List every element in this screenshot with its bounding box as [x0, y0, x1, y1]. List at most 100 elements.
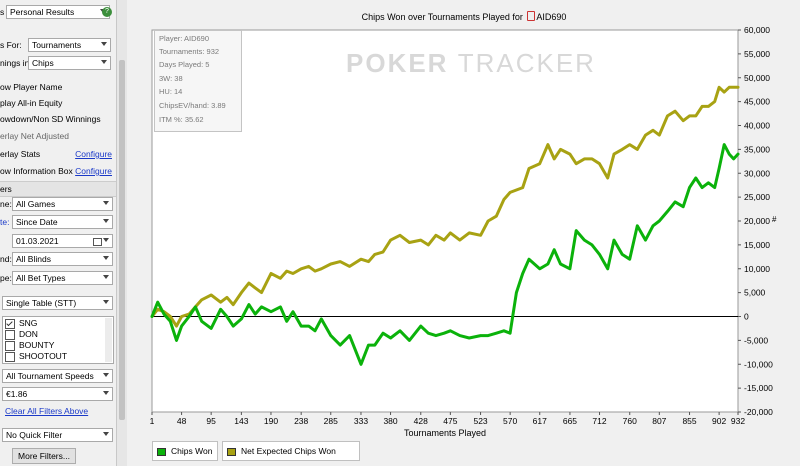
filters-header-label: ers — [0, 184, 12, 194]
legend-swatch — [227, 448, 236, 456]
checkbox-bounty[interactable] — [5, 341, 15, 351]
x-tick-label: 238 — [294, 416, 308, 426]
x-tick-label: 333 — [354, 416, 368, 426]
filter-game-row: ne: All Games — [0, 197, 116, 212]
x-tick-label: 1 — [150, 416, 155, 426]
filter-bettype-row: pe: All Bet Types — [0, 271, 116, 286]
sidebar-scrollbar[interactable] — [117, 0, 127, 466]
chevron-down-icon — [101, 60, 107, 64]
chevron-down-icon — [103, 238, 109, 242]
winnings-in-dropdown[interactable]: Chips — [28, 56, 111, 70]
quick-filter-value: No Quick Filter — [6, 430, 63, 440]
filter-bettype-value: All Bet Types — [16, 273, 66, 283]
x-tick-label: 48 — [177, 416, 187, 426]
buyin-value: €1.86 — [6, 389, 28, 399]
calendar-icon[interactable] — [93, 238, 102, 246]
filter-blinds-label: nd: — [0, 254, 12, 264]
filter-game-value: All Games — [16, 199, 56, 209]
chart-area: 1 48 95 143 190 238 285 333 380 428 475 523 570 617 66… — [128, 0, 800, 466]
checkbox-don[interactable] — [5, 330, 15, 340]
legend-label: Net Expected Chips Won — [241, 446, 336, 456]
results-type-dropdown[interactable]: Personal Results — [6, 5, 110, 19]
toggle-showdown-winnings[interactable]: owdown/Non SD Winnings — [0, 112, 116, 127]
filter-date-picker-row: 01.03.2021 — [0, 234, 116, 249]
filter-game-label: ne: — [0, 199, 12, 209]
series-line-chips-won — [150, 143, 740, 366]
results-type-value: Personal Results — [10, 7, 75, 17]
plot-area — [151, 29, 739, 413]
top-dropdown-row: s Personal Results ? — [0, 5, 116, 20]
table-type-dropdown[interactable]: Single Table (STT) — [2, 296, 113, 310]
y-tick-label: 50,000 — [744, 73, 770, 83]
filter-blinds-dropdown[interactable]: All Blinds — [12, 252, 113, 266]
filter-blinds-row: nd: All Blinds — [0, 252, 116, 267]
results-for-row: s For: Tournaments — [0, 38, 116, 53]
overlay-stats-configure-link[interactable]: Configure — [75, 149, 112, 159]
filter-date-value: Since Date — [16, 217, 58, 227]
x-tick-label: 570 — [503, 416, 517, 426]
speed-dropdown[interactable]: All Tournament Speeds — [2, 369, 113, 383]
filter-date-label[interactable]: te: — [0, 217, 10, 227]
toggle-label: erlay Net Adjusted — [0, 131, 69, 141]
info-itm: ITM %: 35.62 — [159, 115, 204, 124]
x-tick-label: 617 — [533, 416, 547, 426]
chevron-down-icon — [103, 256, 109, 260]
info-box-label[interactable]: ow Information Box — [0, 166, 73, 176]
info-box-row: ow Information Box Configure — [0, 164, 116, 179]
series-line-net-expected-chips-won — [150, 85, 740, 328]
chevron-down-icon — [103, 432, 109, 436]
chart-title-text: Chips Won over Tournaments Played for — [361, 12, 523, 22]
filter-date-row: te: Since Date — [0, 215, 116, 230]
legend-swatch — [157, 448, 166, 456]
results-for-dropdown[interactable]: Tournaments — [28, 38, 111, 52]
help-icon[interactable]: ? — [102, 7, 112, 17]
toggle-overlay-net-adjusted[interactable]: erlay Net Adjusted — [0, 129, 116, 144]
x-tick-label: 523 — [473, 416, 487, 426]
more-filters-button[interactable]: More Filters... — [12, 448, 76, 464]
watermark-poker: POKER — [346, 48, 449, 78]
buyin-dropdown[interactable]: €1.86 — [2, 387, 113, 401]
info-chipsev: ChipsEV/hand: 3.89 — [159, 101, 226, 110]
chevron-down-icon — [103, 373, 109, 377]
results-for-label: s For: — [0, 40, 22, 50]
sidebar-scrollbar-thumb[interactable] — [119, 60, 125, 420]
x-tick-label: 665 — [563, 416, 577, 426]
top-label-fragment: s — [0, 7, 5, 17]
overlay-stats-label[interactable]: erlay Stats — [0, 149, 41, 159]
y-tick-label: -10,000 — [744, 359, 773, 369]
y-tick-label: 60,000 — [744, 25, 770, 35]
chevron-down-icon — [103, 391, 109, 395]
legend-item-net-expected[interactable]: Net Expected Chips Won — [222, 441, 360, 461]
x-tick-label: 807 — [652, 416, 666, 426]
quick-filter-dropdown[interactable]: No Quick Filter — [2, 428, 113, 442]
y-tick-label: 35,000 — [744, 144, 770, 154]
checkbox-sng[interactable] — [5, 319, 15, 329]
information-box: Player: AID690 Tournaments: 932 Days Pla… — [154, 30, 242, 132]
chevron-down-icon — [103, 300, 109, 304]
y-tick-label: 30,000 — [744, 168, 770, 178]
x-tick-label: 285 — [324, 416, 338, 426]
legend-item-chips-won[interactable]: Chips Won — [152, 441, 218, 461]
toggle-label: play All-in Equity — [0, 98, 63, 108]
y-tick-label: 5,000 — [744, 288, 766, 298]
list-scrollbar[interactable] — [105, 318, 112, 362]
x-axis-title: Tournaments Played — [404, 428, 486, 438]
y-axis-title: # — [772, 215, 777, 224]
y-tick-label: 10,000 — [744, 264, 770, 274]
tournament-type-list: SNG DON BOUNTY SHOOTOUT — [2, 316, 114, 364]
x-tick-label: 932 — [731, 416, 745, 426]
filter-game-dropdown[interactable]: All Games — [12, 197, 113, 211]
toggle-show-player-name[interactable]: ow Player Name — [0, 80, 116, 95]
filter-bettype-dropdown[interactable]: All Bet Types — [12, 271, 113, 285]
clear-filters-link[interactable]: Clear All Filters Above — [5, 406, 89, 416]
checkbox-shootout[interactable] — [5, 352, 15, 362]
info-box-configure-link[interactable]: Configure — [75, 166, 112, 176]
date-picker-input[interactable]: 01.03.2021 — [12, 234, 113, 248]
toggle-display-allin-equity[interactable]: play All-in Equity — [0, 96, 116, 111]
chevron-down-icon — [103, 275, 109, 279]
filter-date-dropdown[interactable]: Since Date — [12, 215, 113, 229]
y-tick-label: 15,000 — [744, 240, 770, 250]
x-tick-label: 712 — [592, 416, 606, 426]
info-3w: 3W: 38 — [159, 74, 183, 83]
chevron-down-icon — [103, 219, 109, 223]
